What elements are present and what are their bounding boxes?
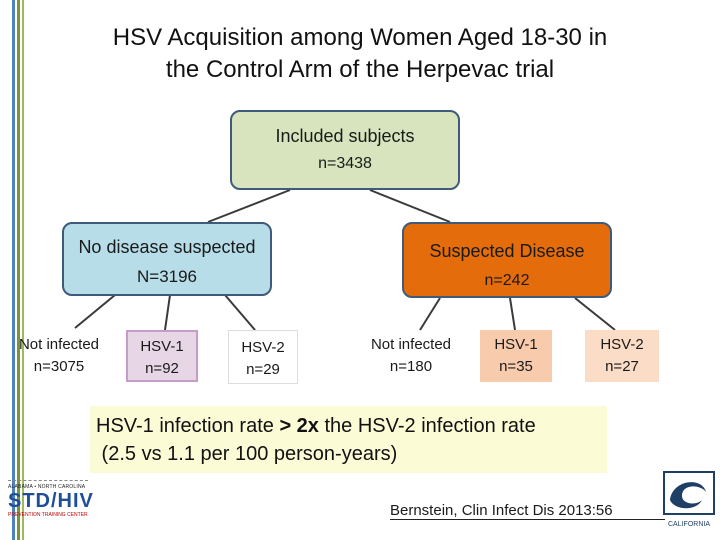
node-count: n=242: [484, 272, 530, 289]
node-label: No disease suspected: [78, 237, 256, 257]
node-count: n=92: [145, 360, 179, 377]
node-label: Suspected Disease: [429, 241, 585, 261]
node-suspected-disease: Suspected Disease n=242: [402, 222, 612, 298]
left-accent-bar-blue: [12, 0, 15, 540]
callout-line-1: HSV-1 infection rate > 2x the HSV-2 infe…: [96, 412, 607, 440]
node-label: HSV-1: [494, 336, 538, 353]
callout-text-a: HSV-1 infection rate: [96, 415, 280, 437]
node-count: n=3438: [318, 155, 372, 172]
callout-text-c: the HSV-2 infection rate: [318, 415, 536, 437]
title-line-2: the Control Arm of the Herpevac trial: [165, 56, 555, 83]
logo-bottom-text: PREVENTION TRAINING CENTER: [8, 512, 88, 518]
node-count: n=35: [499, 358, 533, 375]
connector-root-left: [207, 189, 291, 223]
callout-line-2: (2.5 vs 1.1 per 100 person-years): [96, 443, 398, 465]
node-sd-not-infected: Not infected n=180: [356, 330, 466, 380]
left-accent-bar-green: [17, 0, 20, 540]
left-accent-bar-green-2: [22, 0, 24, 540]
node-nd-hsv1: HSV-1 n=92: [126, 330, 198, 382]
node-label: Included subjects: [275, 126, 415, 146]
connector-nd-hsv1: [164, 294, 171, 331]
connector-nd-notinfected: [74, 294, 116, 329]
title-line-1: HSV Acquisition among Women Aged 18-30 i…: [112, 24, 608, 51]
node-count: N=3196: [136, 267, 198, 286]
key-finding-callout: HSV-1 infection rate > 2x the HSV-2 infe…: [90, 406, 607, 473]
node-count: n=180: [389, 358, 433, 375]
node-included-subjects: Included subjects n=3438: [230, 110, 460, 190]
node-count: n=29: [246, 361, 280, 378]
wave-logo-icon: [663, 471, 715, 515]
node-no-disease-suspected: No disease suspected N=3196: [62, 222, 272, 296]
node-label: Not infected: [370, 336, 452, 353]
logo-right-text: CALIFORNIA: [667, 521, 710, 528]
connector-sd-hsv2: [574, 297, 616, 331]
node-label: HSV-2: [600, 336, 644, 353]
node-count: n=27: [605, 358, 639, 375]
node-label: HSV-1: [140, 338, 184, 355]
connector-sd-notinfected: [419, 297, 441, 331]
slide-title: HSV Acquisition among Women Aged 18-30 i…: [70, 22, 650, 86]
citation: Bernstein, Clin Infect Dis 2013:56: [390, 502, 665, 520]
node-count: n=3075: [33, 358, 85, 375]
logo-main-text: STD/HIV: [8, 490, 94, 512]
callout-emphasis: > 2x: [279, 415, 319, 437]
node-sd-hsv2: HSV-2 n=27: [585, 330, 659, 382]
node-nd-hsv2: HSV-2 n=29: [228, 330, 298, 384]
node-label: HSV-2: [241, 339, 285, 356]
connector-root-right: [369, 189, 451, 223]
connector-nd-hsv2: [224, 294, 256, 331]
connector-sd-hsv1: [509, 297, 516, 331]
node-sd-hsv1: HSV-1 n=35: [480, 330, 552, 382]
node-label: Not infected: [18, 336, 100, 353]
logo-top-text: ALABAMA • NORTH CAROLINA: [8, 484, 86, 490]
std-hiv-ptc-logo: ALABAMA • NORTH CAROLINA STD/HIV PREVENT…: [8, 480, 94, 530]
node-nd-not-infected: Not infected n=3075: [6, 330, 112, 380]
california-ptc-logo: CALIFORNIA: [662, 470, 716, 538]
